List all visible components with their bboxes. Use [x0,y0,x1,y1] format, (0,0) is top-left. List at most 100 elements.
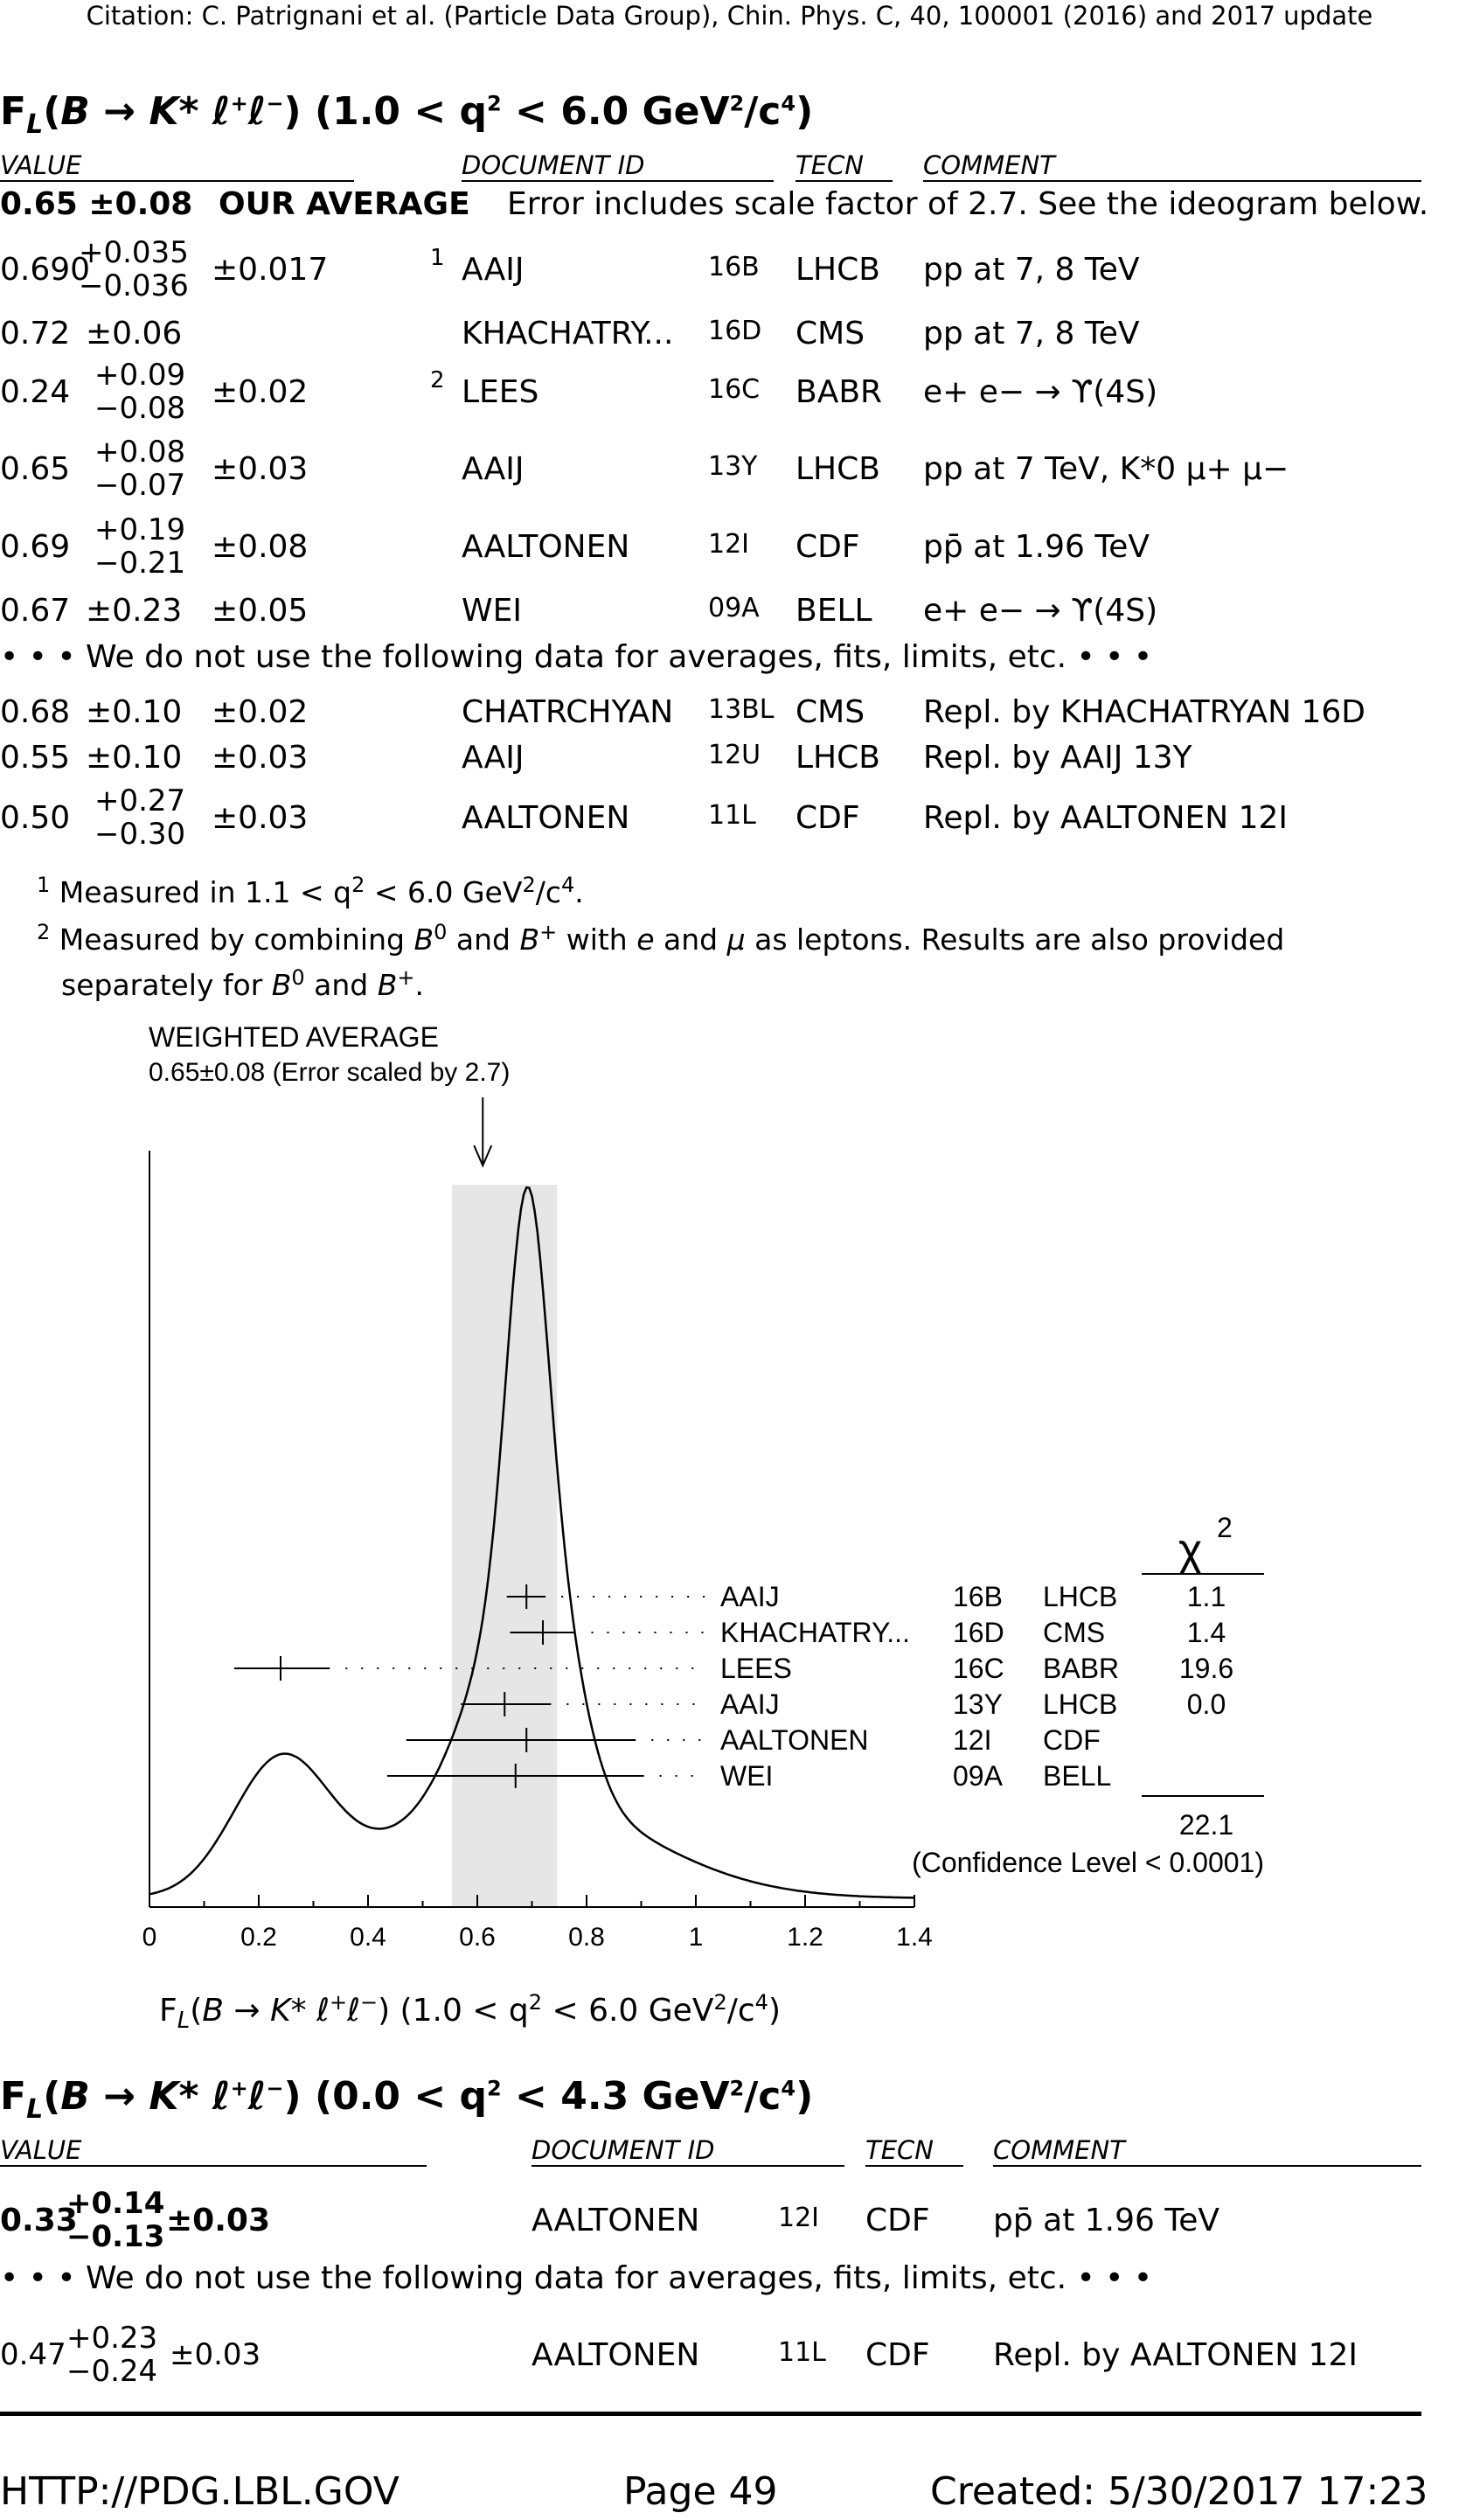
row-document-id: AAIJ [462,451,525,487]
ideogram-label-year: 13Y [953,1688,1003,1720]
row-asym-error: +0.19 −0.21 [94,513,185,580]
row-tecn: CDF [796,529,860,565]
ideogram-label-tecn: BELL [1043,1760,1111,1792]
ideogram-label-name: AALTONEN [720,1724,869,1756]
row-tecn: CDF [865,2203,930,2238]
row-year: 12U [708,740,761,770]
row-tecn: LHCB [796,740,880,776]
row-syst-error: ±0.03 [212,740,309,776]
header-underline [993,2165,1421,2167]
row-value: 0.24 [0,374,71,410]
our-average-comment: Error includes scale factor of 2.7. See … [507,186,1429,222]
row-asym-error: +0.09 −0.08 [94,359,185,425]
row-value: 0.72 [0,316,71,352]
row-syst-error: ±0.017 [212,252,329,288]
error-minus: −0.07 [94,468,186,503]
row-year: 13BL [708,694,775,725]
ideogram-x-axis-label: FL(B → K* ℓ+ℓ−) (1.0 < q2 < 6.0 GeV2/c4) [159,1990,781,2035]
footnote-2-cont: separately for B0 and B+. [61,965,424,1002]
average-band [452,1185,558,1907]
row-value: 0.69 [0,529,71,565]
row-comment: Repl. by AALTONEN 12I [923,800,1289,836]
ideogram-label-tecn: CMS [1043,1617,1105,1648]
header-tecn: TECN [865,2135,934,2165]
x-tick-label: 1 [689,1923,704,1952]
ideogram-label-tecn: BABR [1043,1653,1119,1684]
row-stat-error: ±0.06 [86,316,183,352]
ideogram-label-chi2: 19.6 [1179,1653,1233,1684]
ideogram-label-name: WEI [720,1760,773,1792]
error-minus: −0.036 [79,268,189,303]
row-stat-error: ±0.23 [86,593,183,629]
row-asym-error: +0.27 −0.30 [94,784,185,851]
footer-url[interactable]: HTTP://PDG.LBL.GOV [0,2469,399,2514]
error-minus: −0.13 [66,2219,165,2254]
row-year: 11L [778,2337,826,2368]
ideogram-label-chi2: 1.1 [1187,1581,1226,1612]
ideogram-title: WEIGHTED AVERAGE [149,1021,439,1053]
row-tecn: BABR [796,374,883,410]
x-tick-label: 0.2 [240,1923,277,1952]
row-comment: Repl. by AALTONEN 12I [993,2337,1358,2373]
row-tecn: CMS [796,694,865,730]
error-plus: +0.035 [79,235,189,270]
row-year: 09A [708,593,760,623]
ideogram-label-year: 16C [953,1653,1004,1684]
footer-created: Created: 5/30/2017 17:23 [930,2469,1428,2514]
header-underline [0,180,354,182]
row-syst-error: ±0.02 [212,694,309,730]
row-document-id: KHACHATRY... [462,316,674,352]
citation: Citation: C. Patrignani et al. (Particle… [86,1,1373,31]
ideogram-label-name: KHACHATRY... [720,1617,910,1648]
row-asym-error: +0.08 −0.07 [94,435,185,502]
row-value: 0.47 [0,2337,66,2372]
row-value: 0.68 [0,694,71,730]
footnote-2: 2 Measured by combining B0 and B+ with e… [37,920,1285,957]
x-tick-label: 0.8 [568,1923,605,1952]
row-tecn: CDF [796,800,860,836]
row-syst-error: ±0.08 [212,529,309,565]
row-comment: e+ e− → ϒ(4S) [923,374,1158,410]
row-syst-error: ±0.03 [170,2337,261,2372]
row-footnote-ref: 2 [430,367,445,393]
row-value: 0.65 [0,451,71,487]
header-underline [865,2165,963,2167]
header-document-id: DOCUMENT ID [531,2135,715,2165]
row-syst-error: ±0.03 [166,2203,270,2238]
error-plus: +0.09 [94,358,186,393]
header-underline [0,2165,427,2167]
section1-title: FL(B → K* ℓ+ℓ−) (1.0 < q2 < 6.0 GeV2/c4) [0,89,814,140]
row-footnote-ref: 1 [430,245,445,271]
row-value: 0.690 [0,252,91,288]
header-comment: COMMENT [993,2135,1125,2165]
x-tick-label: 0.6 [459,1923,496,1952]
row-year: 12I [778,2203,820,2233]
header-value: VALUE [0,150,82,180]
chi2-total: 22.1 [1179,1809,1233,1841]
not-used-notice: • • • We do not use the following data f… [0,639,1153,675]
ideogram-curve [149,1186,915,1899]
error-plus: +0.27 [94,783,186,818]
ideogram-label-year: 16B [953,1581,1003,1612]
header-tecn: TECN [796,150,864,180]
row-tecn: LHCB [796,451,880,487]
error-plus: +0.23 [66,2321,158,2356]
row-comment: pp̄ at 1.96 TeV [923,529,1150,565]
header-document-id: DOCUMENT ID [462,150,645,180]
row-asym-error: +0.14 −0.13 [66,2187,164,2253]
row-syst-error: ±0.02 [212,374,309,410]
error-minus: −0.24 [66,2354,158,2389]
ideogram-label-year: 16D [953,1617,1004,1648]
row-tecn: CMS [796,316,865,352]
header-underline [923,180,1421,182]
x-tick-label: 0.4 [350,1923,386,1952]
x-tick-label: 0 [142,1923,157,1952]
section2-title: FL(B → K* ℓ+ℓ−) (0.0 < q2 < 4.3 GeV2/c4) [0,2074,814,2125]
average-arrowhead [473,1145,493,1168]
ideogram-label-tecn: LHCB [1043,1581,1117,1612]
row-value: 0.50 [0,800,71,836]
row-year: 13Y [708,451,758,482]
ideogram-label-chi2: 1.4 [1187,1617,1226,1648]
row-comment: Repl. by KHACHATRYAN 16D [923,694,1366,730]
chi2-header: χ [1178,1525,1202,1576]
